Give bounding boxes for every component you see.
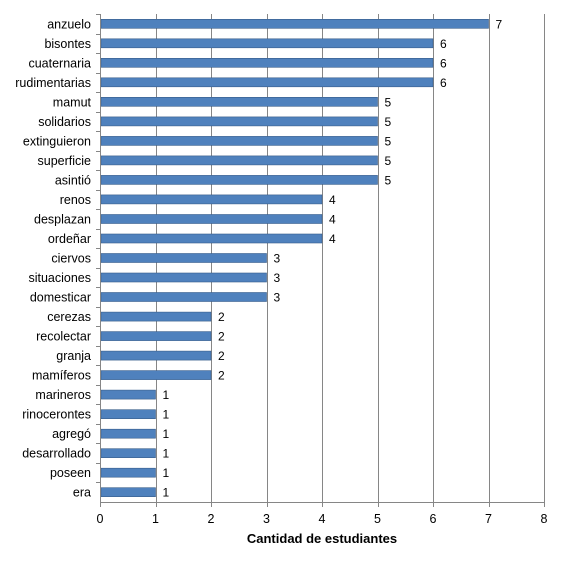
- category-label: ciervos: [51, 252, 91, 266]
- data-label: 4: [329, 193, 336, 207]
- x-tick-label: 1: [152, 512, 159, 526]
- data-label: 5: [385, 173, 392, 187]
- bar: [100, 175, 378, 185]
- category-label: rinocerontes: [22, 408, 91, 422]
- data-label: 2: [218, 349, 225, 363]
- bar: [100, 136, 378, 146]
- category-label: mamíferos: [32, 369, 91, 383]
- category-label: poseen: [50, 466, 91, 480]
- bar: [100, 57, 434, 68]
- data-label: 2: [218, 369, 225, 383]
- category-label: rudimentarias: [15, 76, 91, 90]
- category-label: renos: [60, 193, 91, 207]
- data-labels: 7 6 6 6 5 5 5 5 5 4 4 4 3 3 3 2 2 2 2 1 1 1 1 1 1: [163, 17, 503, 499]
- data-label: 3: [274, 271, 281, 285]
- category-label: granja: [56, 349, 91, 363]
- category-label: mamut: [53, 95, 92, 109]
- data-label: 1: [163, 447, 170, 461]
- data-label: 6: [440, 37, 447, 51]
- bar: [100, 448, 156, 459]
- x-tick-label: 2: [208, 512, 215, 526]
- bar: [100, 331, 212, 341]
- data-label: 2: [218, 310, 225, 324]
- data-label: 2: [218, 330, 225, 344]
- data-label: 5: [385, 115, 392, 129]
- data-label: 5: [385, 134, 392, 148]
- data-label: 1: [163, 466, 170, 480]
- category-label: agregó: [52, 427, 91, 441]
- category-label: domesticar: [30, 291, 91, 305]
- data-label: 1: [163, 408, 170, 422]
- bar: [100, 233, 323, 244]
- bar: [100, 155, 378, 166]
- bar: [100, 194, 323, 205]
- data-label: 3: [274, 291, 281, 305]
- data-label: 3: [274, 252, 281, 266]
- bar: [100, 428, 156, 439]
- x-axis-title: Cantidad de estudiantes: [247, 531, 397, 546]
- axes: [96, 14, 545, 507]
- category-label: cuaternaria: [28, 56, 91, 70]
- bar: [100, 487, 156, 498]
- bar: [100, 370, 212, 380]
- category-label: era: [73, 486, 91, 500]
- x-tick-labels: 0 1 2 3 4 5 6 7 8: [97, 512, 548, 526]
- bar: [100, 77, 434, 88]
- bar: [100, 311, 212, 322]
- data-label: 1: [163, 486, 170, 500]
- x-tick-label: 3: [263, 512, 270, 526]
- bar: [100, 253, 267, 263]
- bar: [100, 389, 156, 400]
- x-tick-label: 4: [319, 512, 326, 526]
- category-label: asintió: [55, 173, 91, 187]
- data-label: 6: [440, 56, 447, 70]
- category-label: bisontes: [44, 37, 91, 51]
- bar: [100, 409, 156, 420]
- bar: [100, 97, 378, 107]
- category-label: situaciones: [28, 271, 91, 285]
- category-label: desarrollado: [22, 447, 91, 461]
- x-tick-label: 6: [430, 512, 437, 526]
- bars: [100, 18, 489, 498]
- bar: [100, 467, 156, 478]
- data-label: 1: [163, 388, 170, 402]
- data-label: 4: [329, 213, 336, 227]
- data-label: 6: [440, 76, 447, 90]
- category-label: marineros: [35, 388, 91, 402]
- category-label: recolectar: [36, 330, 91, 344]
- data-label: 7: [496, 17, 503, 31]
- category-labels: anzuelo bisontes cuaternaria rudimentarias m…: [15, 17, 91, 499]
- bar: [100, 272, 267, 283]
- category-label: cerezas: [47, 310, 91, 324]
- data-label: 4: [329, 232, 336, 246]
- category-label: anzuelo: [47, 17, 91, 31]
- x-tick-label: 0: [97, 512, 104, 526]
- data-label: 1: [163, 427, 170, 441]
- grid-lines: [156, 14, 545, 502]
- data-label: 5: [385, 154, 392, 168]
- bar: [100, 116, 378, 127]
- category-label: solidarios: [38, 115, 91, 129]
- bar: [100, 292, 267, 302]
- data-label: 5: [385, 95, 392, 109]
- bar: [100, 350, 212, 361]
- bar: [100, 18, 489, 29]
- category-label: desplazan: [34, 213, 91, 227]
- x-tick-label: 8: [541, 512, 548, 526]
- category-label: superficie: [38, 154, 92, 168]
- category-label: ordeñar: [48, 232, 91, 246]
- x-tick-label: 5: [374, 512, 381, 526]
- bar: [100, 214, 323, 224]
- category-label: extinguieron: [23, 134, 91, 148]
- x-tick-label: 7: [485, 512, 492, 526]
- bar: [100, 38, 434, 49]
